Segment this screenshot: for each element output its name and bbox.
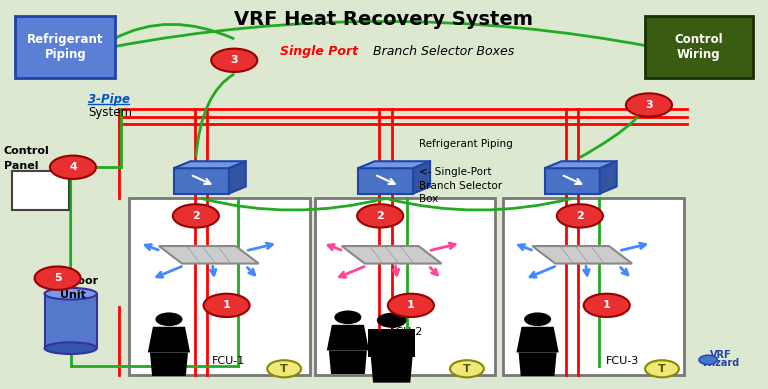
Polygon shape bbox=[329, 350, 367, 374]
Text: 5: 5 bbox=[54, 273, 61, 283]
Text: Branch Selector Boxes: Branch Selector Boxes bbox=[369, 45, 514, 58]
Text: T: T bbox=[463, 364, 471, 374]
Circle shape bbox=[557, 204, 603, 228]
Text: 2: 2 bbox=[576, 211, 584, 221]
Bar bbox=[45, 294, 97, 348]
Text: Panel: Panel bbox=[4, 161, 38, 172]
Circle shape bbox=[173, 204, 219, 228]
Bar bbox=[129, 198, 310, 375]
Polygon shape bbox=[174, 161, 246, 168]
Text: 3: 3 bbox=[230, 55, 238, 65]
Polygon shape bbox=[358, 161, 430, 168]
Bar bbox=[12, 171, 69, 210]
Circle shape bbox=[645, 360, 679, 377]
Text: 1: 1 bbox=[407, 300, 415, 310]
Polygon shape bbox=[342, 246, 442, 264]
Text: <- Single-Port: <- Single-Port bbox=[419, 167, 491, 177]
Text: 2: 2 bbox=[376, 211, 384, 221]
Polygon shape bbox=[545, 161, 617, 168]
Polygon shape bbox=[147, 327, 190, 352]
Polygon shape bbox=[150, 352, 188, 376]
Text: Single Port: Single Port bbox=[280, 45, 359, 58]
Bar bbox=[15, 16, 115, 78]
Text: 3-Pipe: 3-Pipe bbox=[88, 93, 131, 106]
Bar bbox=[358, 168, 413, 193]
Circle shape bbox=[699, 355, 717, 364]
Text: Wizard: Wizard bbox=[701, 357, 740, 368]
Polygon shape bbox=[600, 161, 617, 193]
Polygon shape bbox=[518, 352, 557, 376]
Text: T: T bbox=[280, 364, 288, 374]
Circle shape bbox=[35, 266, 81, 290]
Bar bbox=[645, 16, 753, 78]
Text: FCU-2: FCU-2 bbox=[390, 327, 423, 337]
Polygon shape bbox=[371, 357, 412, 383]
Circle shape bbox=[155, 312, 183, 326]
Bar bbox=[503, 198, 684, 375]
Text: Control
Wiring: Control Wiring bbox=[674, 33, 723, 61]
Text: Refrigerant Piping: Refrigerant Piping bbox=[419, 139, 512, 149]
Ellipse shape bbox=[45, 342, 97, 354]
Circle shape bbox=[388, 294, 434, 317]
Text: System: System bbox=[88, 106, 132, 119]
Circle shape bbox=[204, 294, 250, 317]
Bar bbox=[174, 168, 229, 193]
Polygon shape bbox=[413, 161, 430, 193]
Text: Box: Box bbox=[419, 194, 438, 205]
Polygon shape bbox=[516, 327, 558, 352]
Text: FCU-1: FCU-1 bbox=[212, 356, 246, 366]
Circle shape bbox=[626, 93, 672, 117]
Text: 1: 1 bbox=[223, 300, 230, 310]
Text: FCU-3: FCU-3 bbox=[605, 356, 639, 366]
Text: VRF Heat Recovery System: VRF Heat Recovery System bbox=[234, 10, 534, 29]
Bar bbox=[315, 198, 495, 375]
Text: Control: Control bbox=[4, 146, 50, 156]
Circle shape bbox=[377, 313, 406, 328]
Circle shape bbox=[524, 312, 551, 326]
Text: 1: 1 bbox=[603, 300, 611, 310]
Circle shape bbox=[584, 294, 630, 317]
Polygon shape bbox=[229, 161, 246, 193]
Circle shape bbox=[211, 49, 257, 72]
Text: T: T bbox=[658, 364, 666, 374]
Circle shape bbox=[267, 360, 301, 377]
Text: 3: 3 bbox=[645, 100, 653, 110]
Circle shape bbox=[334, 310, 362, 324]
Polygon shape bbox=[369, 328, 415, 357]
Circle shape bbox=[450, 360, 484, 377]
Text: 4: 4 bbox=[69, 162, 77, 172]
Circle shape bbox=[357, 204, 403, 228]
Text: Outdoor: Outdoor bbox=[48, 276, 98, 286]
Circle shape bbox=[50, 156, 96, 179]
Polygon shape bbox=[159, 246, 259, 264]
Text: Branch Selector: Branch Selector bbox=[419, 181, 502, 191]
Polygon shape bbox=[327, 325, 369, 350]
Bar bbox=[545, 168, 600, 193]
Ellipse shape bbox=[45, 288, 97, 300]
Text: 2: 2 bbox=[192, 211, 200, 221]
Text: Unit: Unit bbox=[60, 290, 86, 300]
Text: VRF: VRF bbox=[710, 350, 731, 360]
Text: Refrigerant
Piping: Refrigerant Piping bbox=[27, 33, 104, 61]
Polygon shape bbox=[532, 246, 632, 264]
